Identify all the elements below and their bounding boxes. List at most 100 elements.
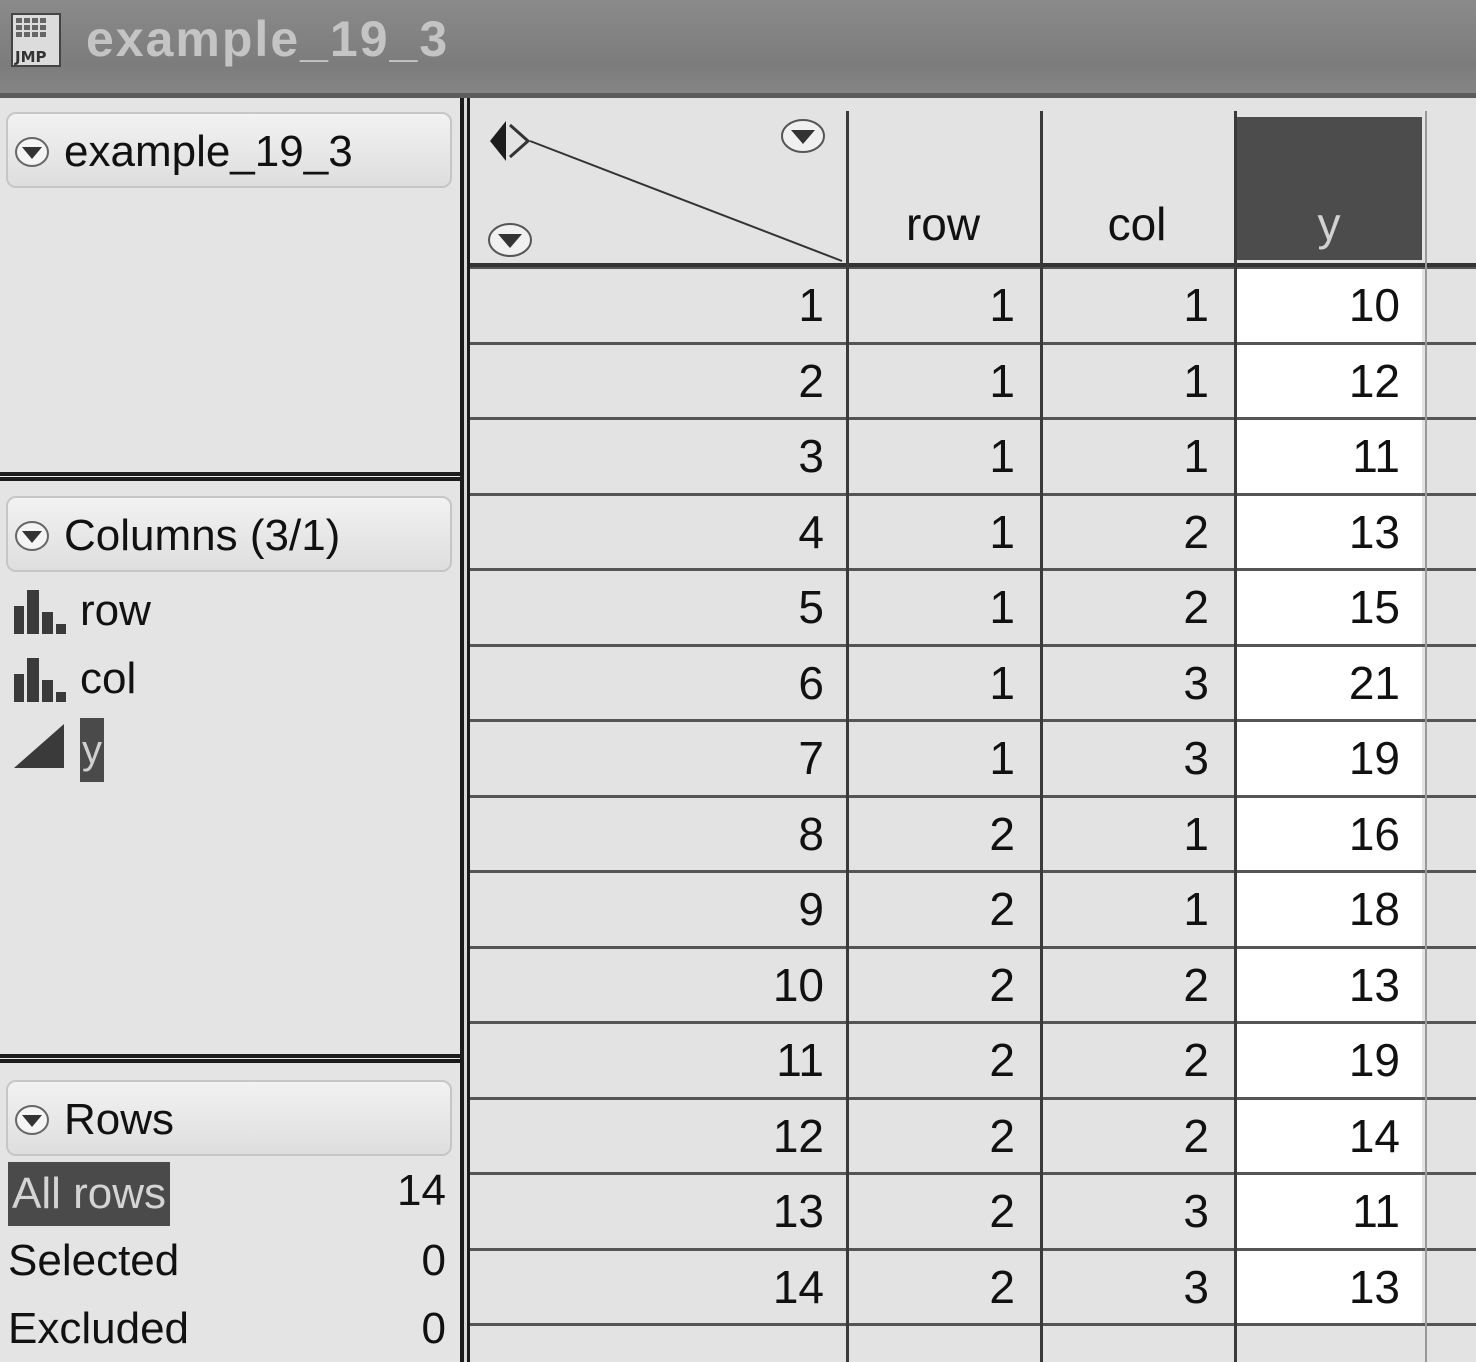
- row-gridline: [470, 719, 1476, 722]
- row-state-label: All rows: [8, 1162, 171, 1226]
- cell-row[interactable]: 1: [989, 656, 1015, 709]
- cell-y[interactable]: 11: [1236, 420, 1422, 493]
- cell-col[interactable]: 1: [1183, 279, 1209, 331]
- cell-col[interactable]: 1: [1183, 354, 1209, 407]
- row-number-cell[interactable]: 10: [772, 958, 824, 1011]
- table-panel-header[interactable]: example_19_3: [6, 112, 452, 188]
- row-state-count: 0: [421, 1236, 446, 1285]
- row-number-cell[interactable]: 13: [772, 1185, 824, 1237]
- column-header-row[interactable]: row: [846, 103, 1040, 266]
- cell-col[interactable]: 1: [1183, 807, 1209, 860]
- row-number-cell[interactable]: 1: [798, 279, 824, 331]
- cell-y[interactable]: 16: [1236, 797, 1422, 870]
- cell-col[interactable]: 2: [1183, 1109, 1209, 1162]
- cell-col[interactable]: 2: [1183, 958, 1209, 1011]
- panel-splitter[interactable]: [0, 472, 460, 481]
- cell-row[interactable]: 1: [989, 505, 1015, 558]
- row-state-count: 0: [421, 1304, 446, 1353]
- header-gridline: [470, 263, 1476, 267]
- row-number-cell[interactable]: 7: [798, 732, 824, 784]
- cell-col[interactable]: 3: [1183, 1185, 1209, 1237]
- row-number-cell[interactable]: 11: [776, 1034, 824, 1086]
- cell-row[interactable]: 2: [989, 1109, 1015, 1162]
- row-number-cell[interactable]: 9: [798, 883, 824, 935]
- disclosure-triangle-icon[interactable]: [14, 1102, 50, 1138]
- cell-y[interactable]: 10: [1236, 269, 1422, 342]
- svg-text:JMP: JMP: [14, 48, 47, 66]
- row-menu-icon: [488, 223, 532, 257]
- rows-panel-header[interactable]: Rows: [6, 1080, 452, 1156]
- cell-col[interactable]: 2: [1183, 1034, 1209, 1086]
- cell-row[interactable]: 2: [989, 958, 1015, 1011]
- cell-col[interactable]: 2: [1183, 505, 1209, 558]
- row-number-cell[interactable]: 2: [798, 354, 824, 407]
- row-state-label: Excluded: [8, 1304, 190, 1353]
- nominal-bar-icon: [14, 590, 66, 634]
- row-gridline: [470, 1323, 1476, 1326]
- disclosure-triangle-icon[interactable]: [14, 518, 50, 554]
- row-gridline: [470, 1021, 1476, 1024]
- row-number-cell[interactable]: 5: [798, 581, 824, 633]
- cell-col[interactable]: 3: [1183, 656, 1209, 709]
- row-number-cell[interactable]: 12: [772, 1109, 824, 1162]
- cell-row[interactable]: 1: [989, 354, 1015, 407]
- column-header-label: row: [905, 198, 981, 250]
- column-header-col[interactable]: col: [1040, 103, 1234, 266]
- cell-row[interactable]: 1: [989, 430, 1015, 482]
- row-state-excluded[interactable]: Excluded 0: [8, 1300, 452, 1360]
- row-gridline: [470, 341, 1476, 345]
- row-number-cell[interactable]: 3: [798, 430, 824, 482]
- column-menu-icon: [781, 119, 825, 153]
- window-title: example_19_3: [86, 11, 450, 67]
- row-gridline: [470, 417, 1476, 420]
- column-gridline: [1234, 111, 1237, 1362]
- row-gridline: [470, 568, 1476, 571]
- panel-divider[interactable]: [460, 98, 470, 1362]
- cell-col[interactable]: 2: [1183, 581, 1209, 633]
- expand-left-icon: [490, 121, 506, 161]
- cell-y[interactable]: 13: [1236, 1250, 1422, 1323]
- cell-y[interactable]: 11: [1236, 1175, 1422, 1248]
- cell-col[interactable]: 3: [1183, 1260, 1209, 1313]
- cell-y[interactable]: 13: [1236, 495, 1422, 568]
- cell-row[interactable]: 2: [989, 1034, 1015, 1086]
- cell-y[interactable]: 14: [1236, 1099, 1422, 1172]
- row-state-count: 14: [397, 1166, 446, 1215]
- grid-corner[interactable]: [470, 103, 846, 266]
- cell-row[interactable]: 2: [989, 1260, 1015, 1313]
- cell-y[interactable]: 19: [1236, 1024, 1422, 1097]
- column-name: col: [80, 654, 137, 703]
- cell-row[interactable]: 2: [989, 807, 1015, 860]
- row-number-cell[interactable]: 8: [798, 807, 824, 860]
- cell-y[interactable]: 12: [1236, 344, 1422, 417]
- row-gridline: [470, 1096, 1476, 1100]
- row-number-cell[interactable]: 6: [798, 656, 824, 709]
- cell-row[interactable]: 1: [989, 581, 1015, 633]
- nominal-bar-icon: [14, 658, 66, 702]
- panel-splitter[interactable]: [0, 1054, 460, 1063]
- row-state-all-rows[interactable]: All rows 14: [8, 1162, 452, 1226]
- cell-col[interactable]: 1: [1183, 430, 1209, 482]
- row-gridline: [470, 266, 1476, 269]
- row-number-cell[interactable]: 14: [772, 1260, 824, 1313]
- cell-col[interactable]: 1: [1183, 883, 1209, 935]
- row-gridline: [470, 870, 1476, 873]
- cell-y[interactable]: 15: [1236, 571, 1422, 644]
- row-number-cell[interactable]: 4: [798, 505, 824, 558]
- column-header-label: y: [1317, 198, 1341, 250]
- cell-row[interactable]: 1: [989, 732, 1015, 784]
- columns-panel-header[interactable]: Columns (3/1): [6, 496, 452, 572]
- cell-y[interactable]: 19: [1236, 722, 1422, 795]
- disclosure-triangle-icon[interactable]: [14, 134, 50, 170]
- column-header-y[interactable]: y: [1236, 117, 1422, 260]
- cell-row[interactable]: 2: [989, 1185, 1015, 1237]
- row-state-label: Selected: [8, 1236, 180, 1285]
- cell-y[interactable]: 21: [1236, 646, 1422, 719]
- cell-col[interactable]: 3: [1183, 732, 1209, 784]
- cell-y[interactable]: 18: [1236, 873, 1422, 946]
- row-state-selected[interactable]: Selected 0: [8, 1232, 452, 1292]
- cell-row[interactable]: 1: [989, 279, 1015, 331]
- cell-y[interactable]: 13: [1236, 948, 1422, 1021]
- cell-row[interactable]: 2: [989, 883, 1015, 935]
